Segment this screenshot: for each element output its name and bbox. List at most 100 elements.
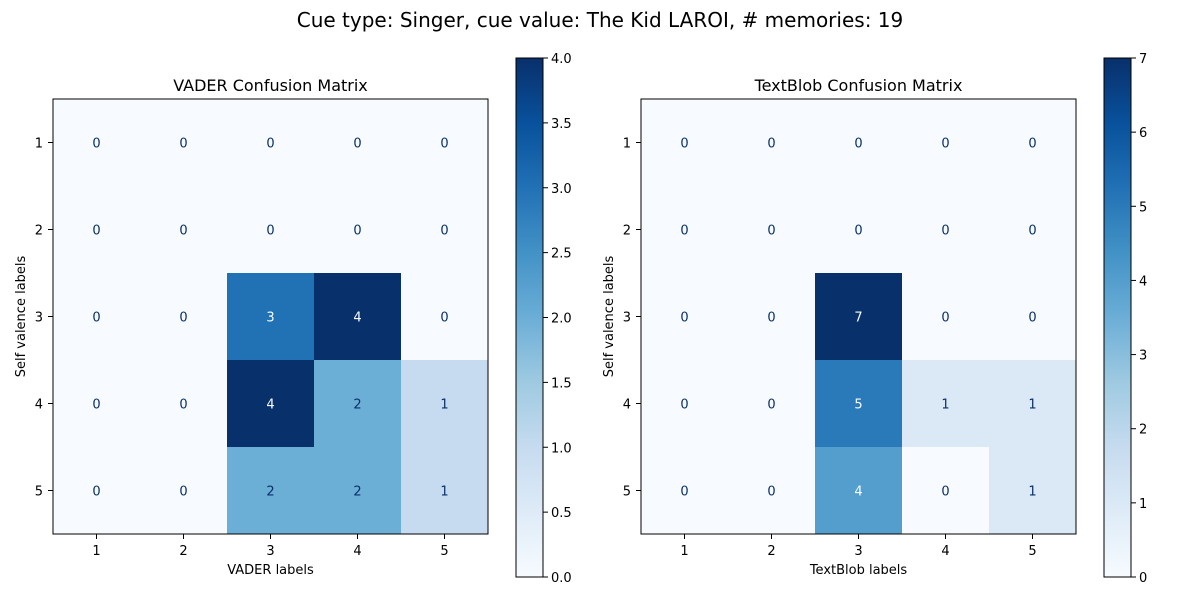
panel-1-heatmap-cell [53, 273, 141, 361]
panel-2-cell-value-label: 7 [854, 311, 862, 326]
panel-1-colorbar-tick-label: 1.5 [551, 376, 572, 391]
panel-2-heatmap-cell [815, 273, 903, 361]
panel-2-heatmap-cell [641, 360, 729, 448]
panel-1-colorbar-gradient [516, 58, 543, 577]
panel-2-heatmap-cell [902, 360, 990, 448]
panel-2-chart-title: TextBlob Confusion Matrix [754, 76, 963, 95]
panel-1-cell-value-label: 0 [440, 224, 448, 239]
panel-2-colorbar-gradient [1104, 58, 1131, 577]
panel-1-y-tick-label: 5 [35, 485, 43, 500]
panel-1-x-tick-label: 2 [179, 544, 187, 559]
panel-1-cell-value-label: 0 [353, 224, 361, 239]
panel-2-heatmap-cell [902, 273, 990, 361]
panel-1-heatmap-cell [401, 273, 489, 361]
panel-2-colorbar-tick-label: 5 [1139, 200, 1147, 215]
panel-1-heatmap-cell [401, 360, 489, 448]
panel-2-heatmap-cell [902, 447, 990, 535]
panel-2-colorbar-tick-label: 0 [1139, 571, 1147, 586]
panel-2-cell-value-label: 1 [941, 398, 949, 413]
panel-1-cell-value-label: 0 [92, 224, 100, 239]
panel-1-x-tick-label: 5 [440, 544, 448, 559]
panel-2-x-tick-label: 5 [1028, 544, 1036, 559]
panel-1-heatmap-cell [227, 447, 315, 535]
panel-1-cell-value-label: 2 [266, 485, 274, 500]
panel-2-colorbar-tick-label: 1 [1139, 497, 1147, 512]
panel-1-x-tick-label: 3 [266, 544, 274, 559]
panel-2-colorbar-tick-label: 3 [1139, 349, 1147, 364]
panel-1-heatmap-cell [140, 99, 228, 187]
panel-1-heatmap-cell [227, 360, 315, 448]
panel-1-heatmap-cell [314, 447, 402, 535]
panel-2-colorbar-tick-label: 4 [1139, 274, 1147, 289]
panel-1-cell-value-label: 0 [353, 137, 361, 152]
panel-1-cell-value-label: 0 [440, 137, 448, 152]
panel-1-heatmap-cell [53, 447, 141, 535]
panel-2-cell-value-label: 5 [854, 398, 862, 413]
panel-2-heatmap-cell [989, 273, 1077, 361]
panel-1-y-tick-label: 4 [35, 398, 43, 413]
panel-2-heatmap-cell [641, 447, 729, 535]
panel-2-cell-value-label: 0 [941, 485, 949, 500]
panel-2-colorbar-frame [1103, 57, 1132, 578]
panel-1-colorbar-tick-label: 0.0 [551, 571, 572, 586]
panel-1-colorbar-tick-label: 3.5 [551, 117, 572, 132]
panel-1-cell-value-label: 2 [353, 485, 361, 500]
panel-2-y-tick-label: 2 [623, 224, 631, 239]
panel-1-y-axis-label: Self valence labels [14, 255, 29, 377]
panel-2-heatmap-cell [815, 186, 903, 274]
panel-2-heatmap-cell [902, 99, 990, 187]
panel-1-colorbar-tick-label: 3.0 [551, 182, 572, 197]
panel-2-cell-value-label: 0 [941, 311, 949, 326]
panel-2-cell-value-label: 0 [680, 485, 688, 500]
panel-1-heatmap-cell [227, 273, 315, 361]
panel-1-heatmap-cell [227, 99, 315, 187]
panel-2-heatmap-cell [815, 360, 903, 448]
panel-1-cell-value-label: 0 [179, 398, 187, 413]
panel-1-colorbar-tick-label: 4.0 [551, 52, 572, 67]
panel-1-heatmap-cell [314, 273, 402, 361]
figure-title: Cue type: Singer, cue value: The Kid LAR… [296, 8, 904, 32]
panel-2-heatmap-cell [989, 447, 1077, 535]
panel-2-y-tick-label: 1 [623, 137, 631, 152]
panel-2-cell-value-label: 0 [1028, 137, 1036, 152]
panel-1-cell-value-label: 4 [353, 311, 361, 326]
panel-2-cell-value-label: 0 [1028, 224, 1036, 239]
panel-1-cell-value-label: 2 [353, 398, 361, 413]
panel-2-heatmap-cell [728, 273, 816, 361]
panel-1-y-tick-label: 2 [35, 224, 43, 239]
panel-2-y-tick-label: 3 [623, 311, 631, 326]
panel-1-cell-value-label: 0 [266, 224, 274, 239]
panel-1-chart-title: VADER Confusion Matrix [173, 76, 368, 95]
panel-1-heatmap-cell [140, 447, 228, 535]
panel-2-cell-value-label: 1 [1028, 485, 1036, 500]
panel-1-heatmap-cell [140, 273, 228, 361]
panel-2-cell-value-label: 0 [941, 224, 949, 239]
panel-1-cell-value-label: 4 [266, 398, 274, 413]
panel-2-cell-value-label: 0 [854, 137, 862, 152]
panel-2-cell-value-label: 0 [767, 224, 775, 239]
panel-2-cell-value-label: 0 [680, 224, 688, 239]
panel-1-cell-value-label: 0 [92, 311, 100, 326]
panel-2-cell-value-label: 0 [767, 398, 775, 413]
panel-1-cell-value-label: 0 [179, 137, 187, 152]
panel-2-heatmap-cell [641, 273, 729, 361]
panel-2-heatmap-cell [989, 360, 1077, 448]
panel-1-heatmap-cell [401, 447, 489, 535]
panel-2-cell-value-label: 0 [680, 137, 688, 152]
panel-2-colorbar-tick-label: 2 [1139, 423, 1147, 438]
panel-2-heatmap-cell [728, 186, 816, 274]
panel-1-cell-value-label: 3 [266, 311, 274, 326]
panel-1-heatmap-cell [140, 360, 228, 448]
panel-2-heatmap-cell [815, 99, 903, 187]
panel-2-heatmap-cell [902, 186, 990, 274]
panel-1-heatmap-cell [314, 186, 402, 274]
panel-1-y-tick-label: 3 [35, 311, 43, 326]
panel-1-cell-value-label: 0 [92, 398, 100, 413]
panel-1-cell-value-label: 0 [92, 485, 100, 500]
panel-2-y-tick-label: 4 [623, 398, 631, 413]
panel-2-cell-value-label: 1 [1028, 398, 1036, 413]
panel-2-cell-value-label: 0 [1028, 311, 1036, 326]
panel-2-heatmap-cell [989, 186, 1077, 274]
panel-2-cell-value-label: 0 [767, 485, 775, 500]
